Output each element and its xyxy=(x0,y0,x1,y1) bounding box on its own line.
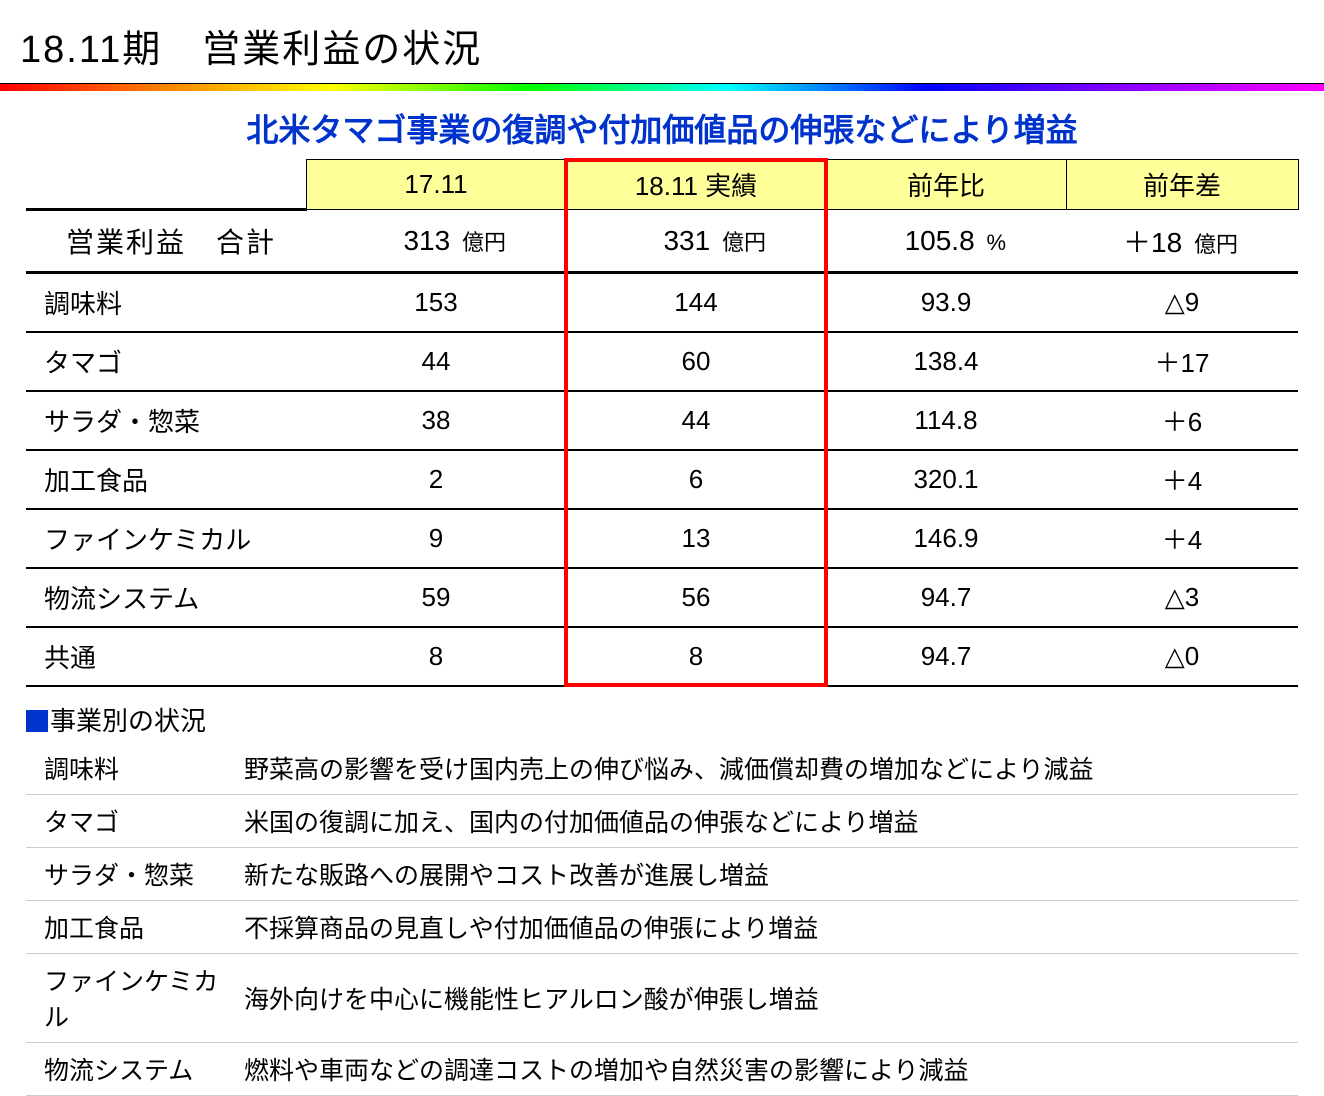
cell-1711: 153 xyxy=(306,273,566,333)
cell-1811: 56 xyxy=(566,568,826,627)
cell-1711: 2 xyxy=(306,450,566,509)
table-row: 調味料15314493.9△9 xyxy=(26,273,1298,333)
situation-text: 海外向けを中心に機能性ヒアルロン酸が伸張し増益 xyxy=(236,954,1298,1043)
situation-row: サラダ・惣菜新たな販路への展開やコスト改善が進展し増益 xyxy=(26,848,1298,901)
cell-diff: ＋4 xyxy=(1066,509,1298,568)
cell-ratio: 146.9 xyxy=(826,509,1066,568)
table-row: 共通8894.7△0 xyxy=(26,627,1298,686)
row-label: サラダ・惣菜 xyxy=(26,391,306,450)
cell-ratio: 94.7 xyxy=(826,627,1066,686)
square-bullet-icon xyxy=(26,710,48,732)
row-label: タマゴ xyxy=(26,332,306,391)
table-row: タマゴ4460138.4＋17 xyxy=(26,332,1298,391)
cell-diff: △0 xyxy=(1066,627,1298,686)
cell-1811: 13 xyxy=(566,509,826,568)
cell-1811: 6 xyxy=(566,450,826,509)
cell-diff: △9 xyxy=(1066,273,1298,333)
situation-label: 物流システム xyxy=(26,1043,236,1096)
table-row: 加工食品26320.1＋4 xyxy=(26,450,1298,509)
cell-diff: ＋17 xyxy=(1066,332,1298,391)
cell-1711: 313 億円 xyxy=(306,210,566,273)
row-label: ファインケミカル xyxy=(26,509,306,568)
table-row: 物流システム595694.7△3 xyxy=(26,568,1298,627)
row-label: 物流システム xyxy=(26,568,306,627)
col-header: 前年差 xyxy=(1066,160,1298,210)
cell-1711: 8 xyxy=(306,627,566,686)
situation-row: 加工食品不採算商品の見直しや付加価値品の伸張により増益 xyxy=(26,901,1298,954)
profit-table: 17.1118.11 実績前年比前年差 営業利益 合計313 億円331 億円1… xyxy=(26,159,1299,687)
cell-diff: ＋4 xyxy=(1066,450,1298,509)
cell-ratio: 105.8 % xyxy=(826,210,1066,273)
table-row: ファインケミカル913146.9＋4 xyxy=(26,509,1298,568)
situation-text: 米国の復調に加え、国内の付加価値品の伸張などにより増益 xyxy=(236,795,1298,848)
rainbow-divider xyxy=(0,83,1324,91)
col-header xyxy=(26,160,306,210)
cell-1711: 44 xyxy=(306,332,566,391)
cell-ratio: 93.9 xyxy=(826,273,1066,333)
cell-1811: 144 xyxy=(566,273,826,333)
row-label: 共通 xyxy=(26,627,306,686)
cell-1711: 9 xyxy=(306,509,566,568)
row-label: 加工食品 xyxy=(26,450,306,509)
subtitle: 北米タマゴ事業の復調や付加価値品の伸張などにより増益 xyxy=(0,91,1324,159)
situation-text: 新たな販路への展開やコスト改善が進展し増益 xyxy=(236,848,1298,901)
col-header: 18.11 実績 xyxy=(566,160,826,210)
table-row: サラダ・惣菜3844114.8＋6 xyxy=(26,391,1298,450)
situation-table: 調味料野菜高の影響を受け国内売上の伸び悩み、減価償却費の増加などにより減益タマゴ… xyxy=(26,742,1298,1096)
situation-section: 事業別の状況 調味料野菜高の影響を受け国内売上の伸び悩み、減価償却費の増加などに… xyxy=(0,687,1324,1096)
situation-label: タマゴ xyxy=(26,795,236,848)
situation-label: 加工食品 xyxy=(26,901,236,954)
situation-title: 事業別の状況 xyxy=(26,695,1298,742)
cell-1711: 59 xyxy=(306,568,566,627)
cell-ratio: 94.7 xyxy=(826,568,1066,627)
cell-1811: 331 億円 xyxy=(566,210,826,273)
situation-label: ファインケミカル xyxy=(26,954,236,1043)
situation-title-text: 事業別の状況 xyxy=(50,706,206,736)
col-header: 17.11 xyxy=(306,160,566,210)
cell-diff: △3 xyxy=(1066,568,1298,627)
situation-text: 野菜高の影響を受け国内売上の伸び悩み、減価償却費の増加などにより減益 xyxy=(236,742,1298,795)
situation-label: 調味料 xyxy=(26,742,236,795)
cell-1811: 60 xyxy=(566,332,826,391)
cell-1811: 44 xyxy=(566,391,826,450)
page-title: 18.11期 営業利益の状況 xyxy=(0,0,1324,83)
situation-row: タマゴ米国の復調に加え、国内の付加価値品の伸張などにより増益 xyxy=(26,795,1298,848)
row-label: 営業利益 合計 xyxy=(26,210,306,273)
situation-label: サラダ・惣菜 xyxy=(26,848,236,901)
col-header: 前年比 xyxy=(826,160,1066,210)
cell-ratio: 138.4 xyxy=(826,332,1066,391)
row-label: 調味料 xyxy=(26,273,306,333)
cell-diff: ＋18 億円 xyxy=(1066,210,1298,273)
situation-row: 調味料野菜高の影響を受け国内売上の伸び悩み、減価償却費の増加などにより減益 xyxy=(26,742,1298,795)
cell-diff: ＋6 xyxy=(1066,391,1298,450)
situation-row: ファインケミカル海外向けを中心に機能性ヒアルロン酸が伸張し増益 xyxy=(26,954,1298,1043)
cell-1711: 38 xyxy=(306,391,566,450)
cell-ratio: 320.1 xyxy=(826,450,1066,509)
cell-1811: 8 xyxy=(566,627,826,686)
cell-ratio: 114.8 xyxy=(826,391,1066,450)
profit-table-wrap: 17.1118.11 実績前年比前年差 営業利益 合計313 億円331 億円1… xyxy=(0,159,1324,687)
situation-text: 不採算商品の見直しや付加価値品の伸張により増益 xyxy=(236,901,1298,954)
situation-text: 燃料や車両などの調達コストの増加や自然災害の影響により減益 xyxy=(236,1043,1298,1096)
situation-row: 物流システム燃料や車両などの調達コストの増加や自然災害の影響により減益 xyxy=(26,1043,1298,1096)
